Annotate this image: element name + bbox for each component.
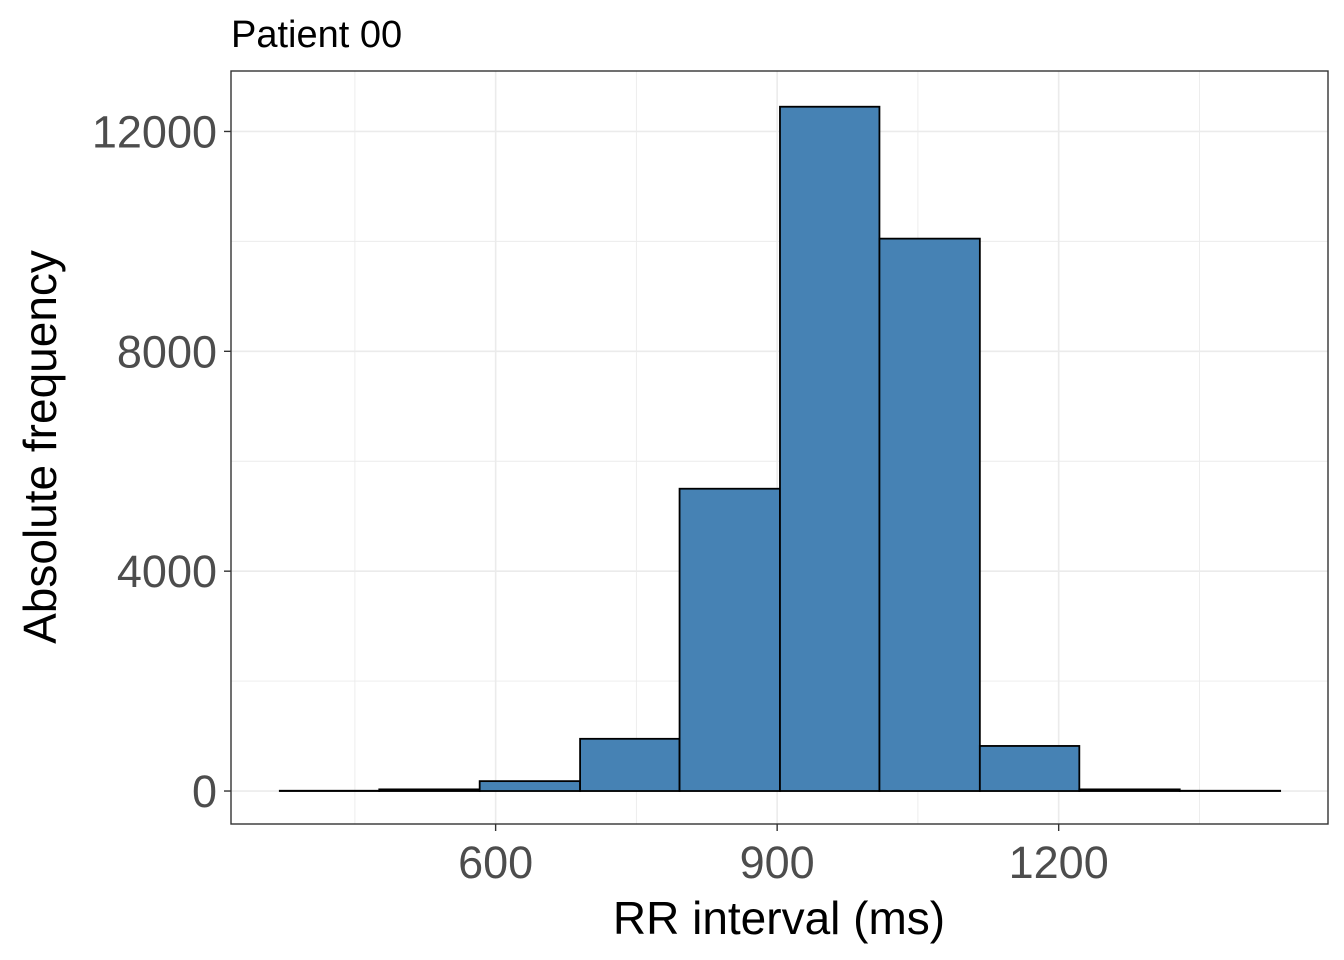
y-tick-label: 0 xyxy=(192,766,217,817)
histogram-bar xyxy=(878,237,981,792)
histogram-bar xyxy=(978,745,1081,792)
histogram-bar xyxy=(1078,788,1181,792)
y-tick-label: 4000 xyxy=(117,546,217,597)
x-tick-label: 900 xyxy=(740,837,815,888)
histogram-bar xyxy=(678,487,781,792)
histogram-bar xyxy=(779,105,881,792)
histogram-bar xyxy=(579,737,681,792)
x-axis-ticks: 600 900 1200 xyxy=(458,824,1109,888)
chart-title: Patient 00 xyxy=(231,14,402,56)
x-axis-title: RR interval (ms) xyxy=(613,892,945,944)
y-tick-label: 12000 xyxy=(92,106,217,157)
histogram-bar xyxy=(378,788,481,792)
x-tick-label: 600 xyxy=(458,837,533,888)
y-tick-label: 8000 xyxy=(117,326,217,377)
histogram-bar xyxy=(478,780,581,792)
x-tick-label: 1200 xyxy=(1009,837,1109,888)
y-axis-ticks: 0 4000 8000 12000 xyxy=(92,106,231,817)
histogram-bars xyxy=(278,105,1282,792)
y-axis-title: Absolute frequency xyxy=(14,250,66,644)
panel-border xyxy=(230,70,1329,825)
